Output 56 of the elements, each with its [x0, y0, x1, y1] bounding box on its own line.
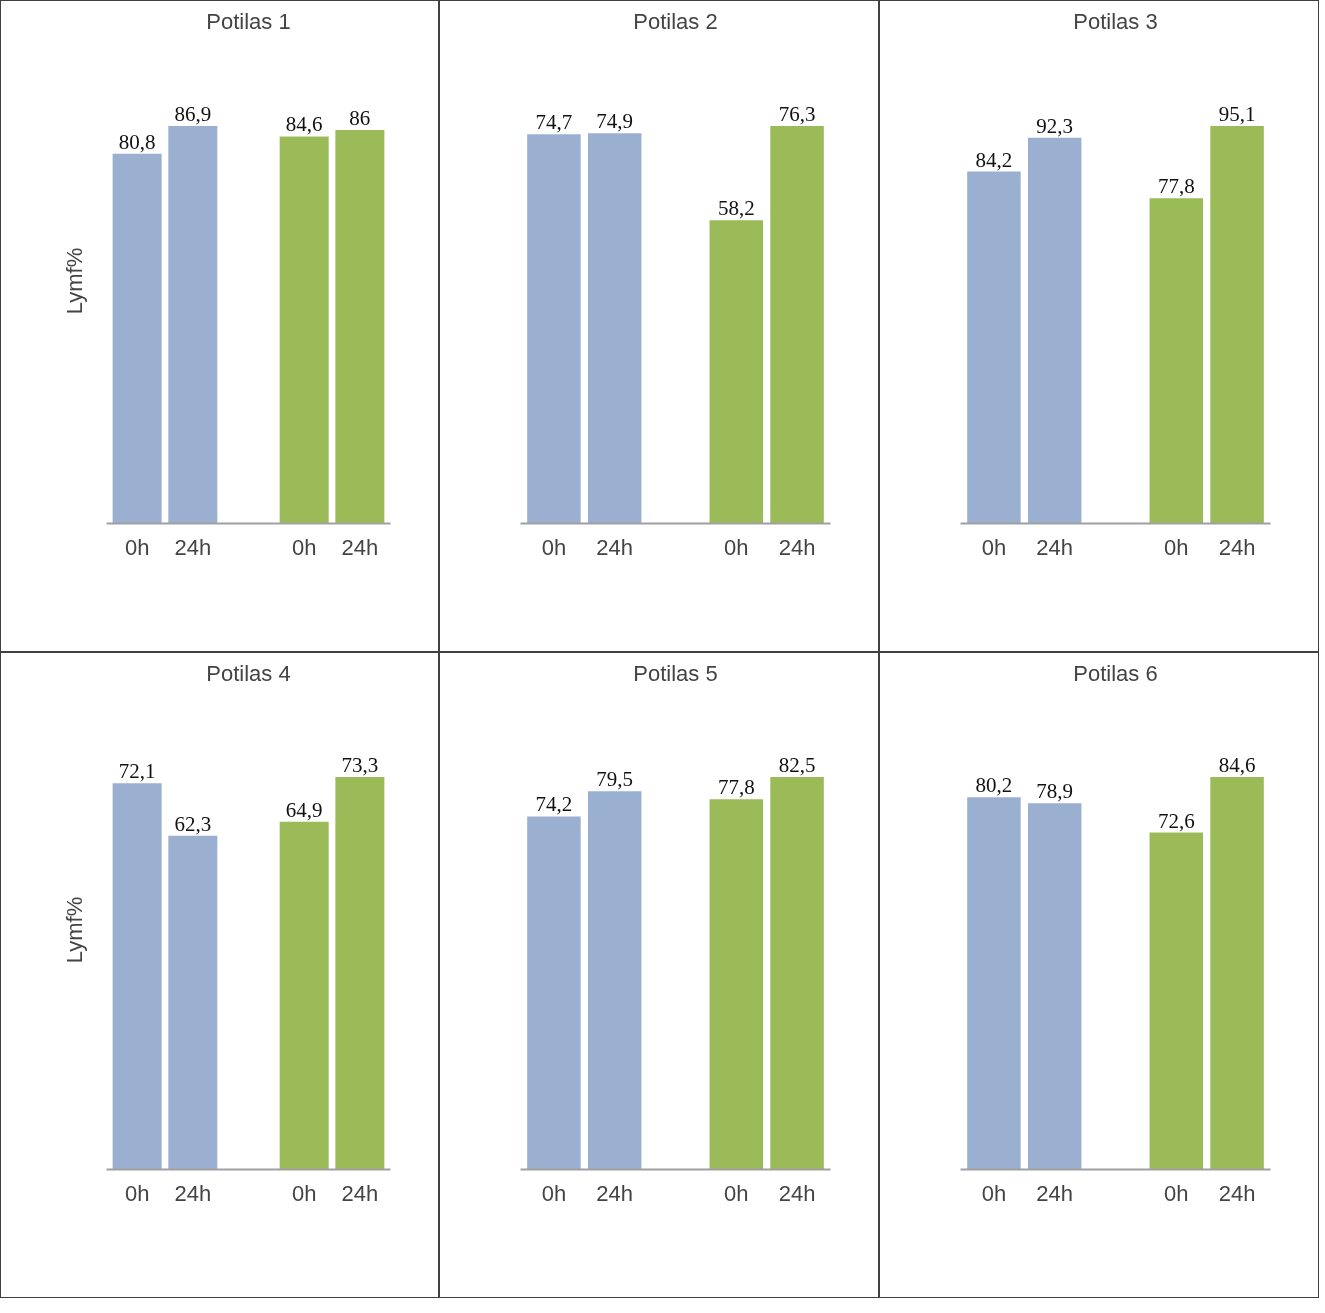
data-label: 76,3 — [778, 101, 816, 126]
chart-title: Potilas 5 — [633, 660, 718, 686]
data-label: 92,3 — [1036, 113, 1074, 138]
chart-title: Potilas 6 — [1073, 660, 1158, 686]
data-label: 58,2 — [717, 196, 755, 221]
x-tick-label: 24h — [341, 534, 379, 560]
chart-title: Potilas 4 — [206, 660, 291, 686]
data-label: 78,9 — [1036, 779, 1074, 804]
data-label: 84,2 — [975, 147, 1013, 172]
x-tick-label: 0h — [981, 534, 1007, 560]
data-label: 80,2 — [975, 773, 1013, 798]
x-tick-label: 24h — [174, 1180, 212, 1206]
data-label: 72,1 — [118, 759, 156, 784]
x-tick-label: 24h — [1036, 534, 1074, 560]
data-label: 74,9 — [596, 109, 634, 134]
chart-title: Potilas 2 — [633, 8, 718, 34]
x-tick-label: 24h — [596, 534, 634, 560]
data-label: 64,9 — [285, 797, 323, 822]
x-tick-label: 24h — [1218, 534, 1256, 560]
y-axis-title: Lymf% — [61, 247, 87, 315]
x-tick-label: 24h — [174, 534, 212, 560]
data-label: 95,1 — [1218, 101, 1256, 126]
x-tick-label: 0h — [724, 1180, 749, 1206]
y-axis-title: Lymf% — [61, 896, 87, 964]
x-tick-label: 0h — [291, 1180, 317, 1206]
data-label: 73,3 — [341, 752, 379, 777]
x-tick-label: 24h — [596, 1180, 634, 1206]
data-label: 74,7 — [535, 110, 573, 135]
data-label: 62,3 — [174, 811, 212, 836]
x-tick-label: 0h — [724, 534, 749, 560]
x-tick-label: 0h — [291, 534, 317, 560]
x-tick-label: 24h — [1218, 1180, 1256, 1206]
data-label: 79,5 — [596, 767, 634, 792]
data-label: 77,8 — [1157, 174, 1195, 199]
data-label: 77,8 — [717, 775, 755, 800]
data-label: 84,6 — [1218, 752, 1256, 777]
data-label: 72,6 — [1157, 808, 1195, 833]
x-tick-label: 0h — [541, 534, 567, 560]
data-label: 84,6 — [285, 112, 323, 137]
x-tick-label: 24h — [1036, 1180, 1074, 1206]
x-tick-label: 24h — [341, 1180, 379, 1206]
x-tick-label: 24h — [778, 534, 816, 560]
data-label: 74,2 — [535, 792, 573, 817]
x-tick-label: 0h — [124, 534, 150, 560]
chart-title: Potilas 1 — [206, 8, 291, 34]
x-tick-label: 0h — [1164, 534, 1189, 560]
x-tick-label: 0h — [981, 1180, 1007, 1206]
x-tick-label: 0h — [124, 1180, 150, 1206]
data-label: 86,9 — [174, 101, 212, 126]
data-label: 82,5 — [778, 752, 816, 777]
data-label: 80,8 — [118, 129, 156, 154]
x-tick-label: 0h — [541, 1180, 567, 1206]
chart-title: Potilas 3 — [1073, 8, 1158, 34]
x-tick-label: 24h — [778, 1180, 816, 1206]
data-label: 86 — [349, 106, 371, 131]
x-tick-label: 0h — [1164, 1180, 1189, 1206]
